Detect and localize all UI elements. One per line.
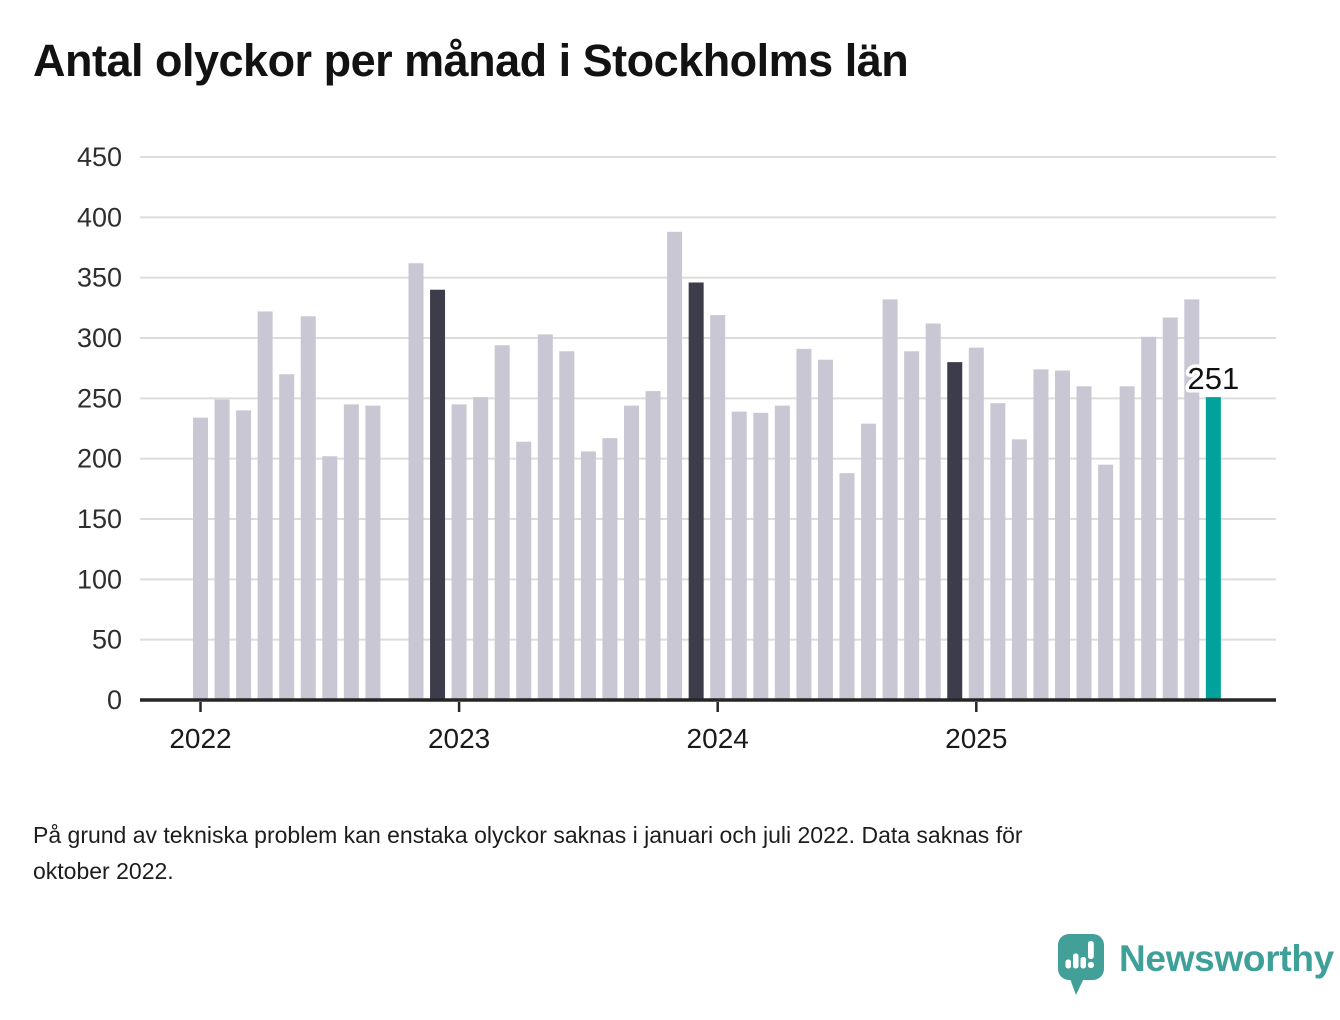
bar-2023-01	[451, 404, 467, 700]
bar-2022-01	[193, 417, 208, 700]
bar-2022-05	[279, 374, 295, 700]
bar-2024-06	[817, 359, 833, 700]
bar-2022-04	[257, 311, 273, 700]
bar-2025-08	[1119, 386, 1135, 700]
y-tick-label-0: 0	[107, 685, 122, 715]
x-tick-label-2022: 2022	[169, 723, 231, 754]
bar-2022-12	[430, 289, 446, 700]
bar-2024-02	[731, 411, 747, 700]
bar-2023-10	[645, 391, 661, 700]
bar-2025-07	[1098, 464, 1114, 700]
newsworthy-icon	[1058, 934, 1104, 995]
bar-2024-01	[710, 315, 726, 700]
bar-2022-07	[322, 456, 338, 700]
y-tick-label-450: 450	[77, 142, 122, 172]
bar-2025-04	[1033, 369, 1049, 700]
bar-2025-02	[990, 403, 1006, 700]
bar-2022-11	[408, 263, 424, 700]
bar-2023-09	[624, 405, 639, 700]
bar-2023-11	[667, 231, 683, 700]
bar-2023-08	[602, 438, 618, 700]
footnote-line-2: oktober 2022.	[33, 857, 174, 884]
bar-2024-07	[839, 473, 855, 700]
footnote-line-1: På grund av tekniska problem kan enstaka…	[33, 822, 1023, 848]
bar-2024-09	[882, 299, 898, 700]
x-tick-label-2025: 2025	[945, 723, 1007, 754]
footnote: På grund av tekniska problem kan enstaka…	[33, 818, 1263, 889]
bar-2022-08	[343, 404, 359, 700]
bar-2025-09	[1141, 336, 1157, 700]
bar-2023-06	[559, 351, 575, 700]
y-tick-label-50: 50	[92, 625, 122, 655]
bar-2022-06	[300, 316, 316, 700]
y-tick-label-100: 100	[77, 564, 122, 594]
bar-2022-03	[236, 410, 252, 700]
bar-2024-12	[947, 362, 963, 700]
bar-2024-11	[925, 323, 941, 700]
bar-2023-03	[494, 345, 510, 700]
bar-2025-12	[1205, 397, 1221, 700]
bar-2024-04	[774, 405, 790, 700]
bar-2025-10	[1162, 317, 1178, 700]
x-tick-label-2024: 2024	[687, 723, 749, 754]
bar-2024-05	[796, 348, 812, 700]
y-tick-label-300: 300	[77, 323, 122, 353]
y-tick-label-150: 150	[77, 504, 122, 534]
bar-2022-09	[365, 405, 381, 700]
bar-2025-03	[1011, 439, 1027, 700]
bar-chart-canvas: 0 50 100 150 200 250 300 350 400 450 2022 2023 2024 2…	[77, 142, 1276, 754]
y-tick-label-250: 250	[77, 383, 122, 413]
bar-2024-10	[904, 351, 920, 700]
bar-2024-03	[753, 412, 769, 700]
bar-2025-06	[1076, 386, 1092, 700]
y-tick-label-350: 350	[77, 263, 122, 293]
bar-2025-05	[1055, 370, 1070, 700]
y-tick-label-200: 200	[77, 444, 122, 474]
bar-2023-05	[537, 334, 553, 700]
bar-2023-02	[473, 397, 489, 700]
bar-2024-08	[861, 423, 877, 700]
bar-2023-12	[688, 282, 704, 700]
bar-2025-11	[1184, 299, 1200, 700]
x-tick-label-2023: 2023	[428, 723, 490, 754]
latest-value-label: 251	[1187, 361, 1239, 396]
bar-2023-04	[516, 441, 532, 700]
chart-title: Antal olyckor per månad i Stockholms län	[33, 35, 909, 86]
bar-2023-07	[580, 451, 596, 700]
y-tick-label-400: 400	[77, 202, 122, 232]
bar-2022-02	[214, 399, 230, 700]
newsworthy-logo: Newsworthy	[1056, 932, 1334, 998]
brand-name: Newsworthy	[1119, 938, 1334, 979]
bar-2025-01	[968, 347, 984, 700]
